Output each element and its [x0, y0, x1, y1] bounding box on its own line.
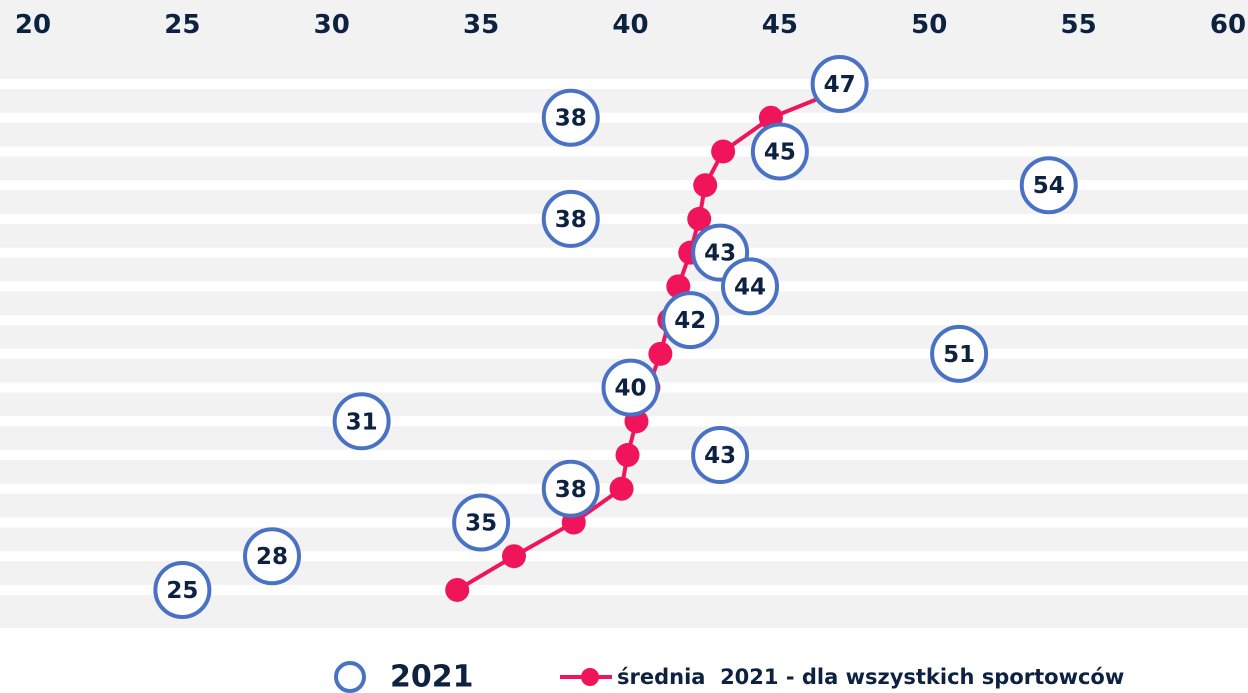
value-circle: [452, 493, 511, 552]
legend-marker: [581, 668, 599, 686]
row-stripe: [0, 146, 1248, 157]
x-tick-label: 55: [1061, 10, 1097, 40]
x-tick-label: 35: [463, 10, 499, 40]
legend-label: średnia 2021 - dla wszystkich sportowców: [617, 665, 1124, 689]
legend-label: 2021: [390, 660, 474, 693]
value-label: 40: [614, 376, 646, 402]
value-circle: [541, 189, 600, 248]
average-point: [648, 341, 673, 366]
average-line: [456, 82, 856, 592]
value-circle: [1019, 156, 1078, 215]
value-circle: [541, 459, 600, 518]
x-tick-label: 40: [612, 10, 648, 40]
average-point: [693, 173, 718, 198]
value-circle: [810, 55, 869, 113]
row-stripe: [0, 247, 1248, 258]
row-stripe: [0, 213, 1248, 224]
average-point: [445, 577, 470, 602]
plot-background: [0, 0, 1248, 628]
value-label: 38: [555, 477, 587, 503]
value-label: 42: [674, 308, 706, 334]
average-point: [609, 476, 634, 501]
value-label: 28: [256, 544, 288, 570]
row-stripe: [0, 315, 1248, 326]
row-stripe: [0, 584, 1248, 595]
value-circle: [930, 324, 989, 383]
row-stripe: [0, 180, 1248, 191]
x-tick-label: 25: [164, 10, 200, 40]
x-tick-label: 20: [15, 10, 51, 40]
row-stripe: [0, 348, 1248, 359]
value-circle: [332, 392, 391, 451]
value-circle: [243, 527, 301, 586]
value-circle: [601, 358, 660, 417]
value-label: 43: [704, 241, 736, 267]
value-circle: [750, 122, 809, 181]
row-stripe: [0, 517, 1248, 528]
row-stripe: [0, 416, 1248, 427]
x-tick-label: 60: [1210, 10, 1246, 40]
value-circle: [541, 88, 600, 147]
value-label: 45: [764, 139, 796, 165]
average-point: [501, 544, 526, 569]
value-circle: [721, 257, 779, 316]
value-label: 43: [704, 443, 736, 469]
average-point: [687, 206, 712, 231]
value-circle: [691, 426, 750, 485]
value-label: 25: [166, 578, 198, 604]
value-label: 31: [346, 409, 378, 435]
value-label: 51: [943, 342, 975, 368]
row-stripe: [0, 551, 1248, 562]
value-label: 38: [555, 106, 587, 132]
value-circle: [661, 291, 720, 350]
average-point: [711, 139, 736, 164]
value-circle: [153, 560, 212, 619]
average-point: [615, 443, 640, 468]
x-tick-label: 50: [911, 10, 947, 40]
legend-marker: [334, 661, 366, 693]
x-tick-label: 30: [314, 10, 350, 40]
value-label: 54: [1033, 173, 1065, 199]
value-label: 35: [465, 510, 497, 536]
row-stripe: [0, 112, 1248, 123]
row-stripe: [0, 79, 1248, 89]
value-label: 47: [824, 72, 856, 98]
x-tick-label: 45: [762, 10, 798, 40]
value-label: 38: [555, 207, 587, 233]
row-stripe: [0, 281, 1248, 292]
value-label: 44: [734, 274, 766, 300]
